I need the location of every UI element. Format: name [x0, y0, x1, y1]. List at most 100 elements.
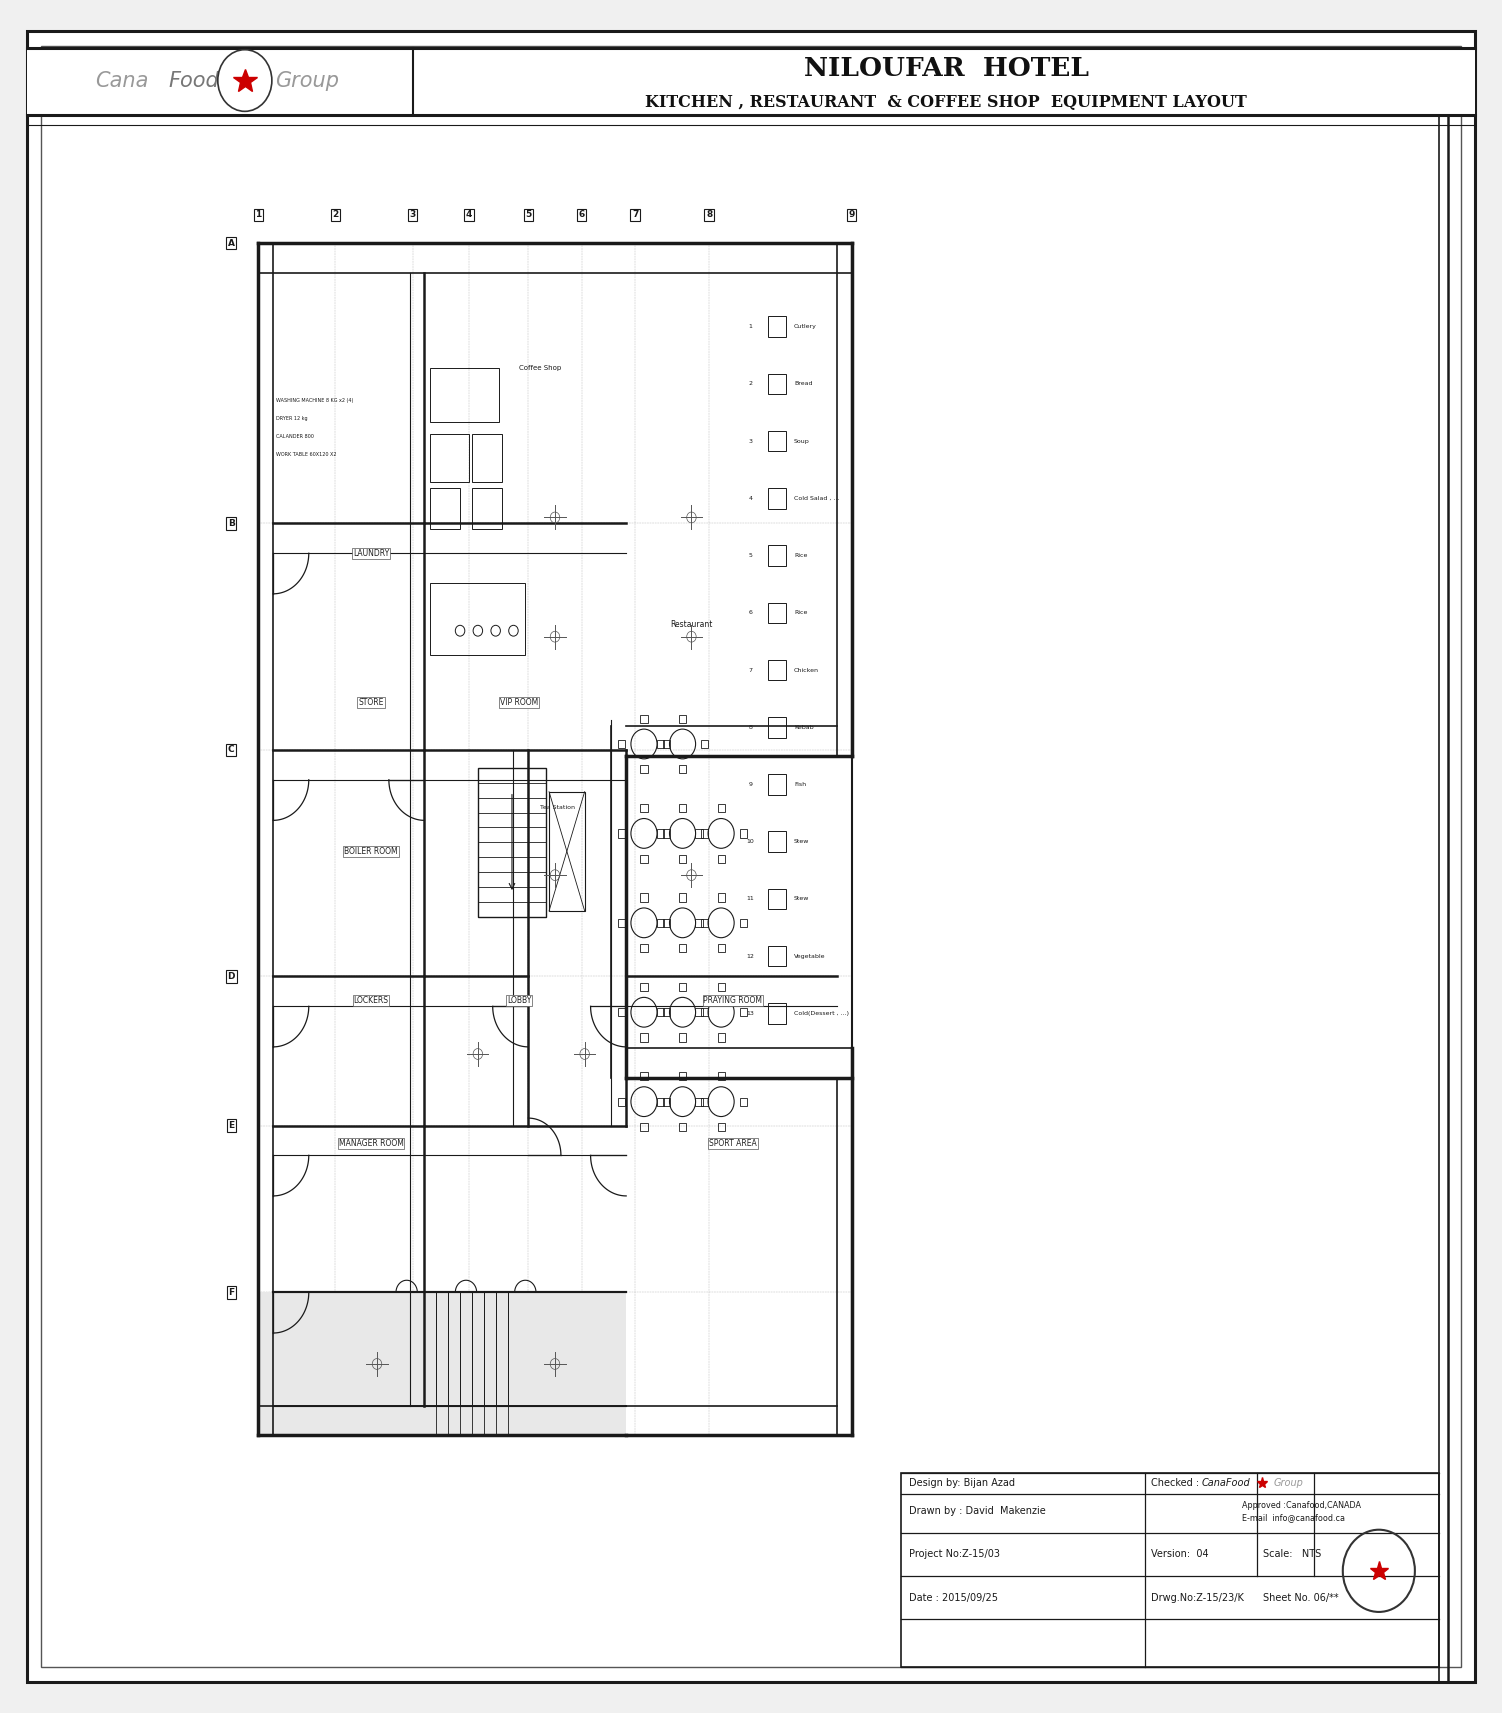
Bar [769, 373, 787, 394]
Text: Soup: Soup [795, 439, 810, 444]
Bar [619, 1098, 625, 1107]
Text: 11: 11 [746, 896, 754, 901]
Bar [739, 829, 746, 838]
Bar [769, 545, 787, 565]
Bar [640, 803, 647, 812]
Text: 4: 4 [466, 211, 472, 219]
Bar [656, 740, 664, 749]
Text: Cutlery: Cutlery [795, 324, 817, 329]
Text: Drawn by : David  Makenzie: Drawn by : David Makenzie [909, 1506, 1045, 1516]
Bar [679, 803, 686, 812]
Text: STORE: STORE [359, 697, 383, 707]
Text: DRYER 12 kg: DRYER 12 kg [276, 416, 308, 421]
Bar [640, 894, 647, 901]
Text: 8: 8 [706, 211, 712, 219]
Text: Restaurant: Restaurant [670, 620, 712, 629]
Text: BOILER ROOM: BOILER ROOM [344, 846, 398, 856]
Text: 10: 10 [746, 839, 754, 845]
Text: E: E [228, 1120, 234, 1131]
Bar [695, 1009, 703, 1016]
Bar [640, 1033, 647, 1042]
Bar [656, 1009, 664, 1016]
Bar [701, 1098, 709, 1107]
Bar [769, 889, 787, 910]
Text: Vegetable: Vegetable [795, 954, 826, 959]
Text: WORK TABLE 60X120 X2: WORK TABLE 60X120 X2 [276, 452, 336, 457]
Bar [679, 944, 686, 952]
Bar [679, 766, 686, 773]
Bar [769, 603, 787, 624]
Text: Cana: Cana [95, 70, 149, 91]
Bar [619, 740, 625, 749]
Text: Fish: Fish [795, 783, 807, 786]
Bar [656, 829, 664, 838]
Bar [619, 829, 625, 838]
Bar [679, 714, 686, 723]
Text: D: D [228, 971, 234, 982]
Bar [640, 766, 647, 773]
Text: Checked :: Checked : [1151, 1478, 1199, 1489]
Bar [679, 894, 686, 901]
Text: 1: 1 [255, 211, 261, 219]
Text: WASHING MACHINE 8 KG x2 (4): WASHING MACHINE 8 KG x2 (4) [276, 397, 353, 403]
Text: Bread: Bread [795, 382, 813, 387]
Text: Kebab: Kebab [795, 725, 814, 730]
Text: 2: 2 [332, 211, 338, 219]
Text: CALANDER 800: CALANDER 800 [276, 433, 314, 439]
Bar [679, 983, 686, 992]
Text: SPORT AREA: SPORT AREA [709, 1139, 757, 1148]
Text: Scale:   NTS: Scale: NTS [1263, 1549, 1322, 1559]
Bar [478, 767, 547, 916]
Text: 9: 9 [849, 211, 855, 219]
Bar [27, 48, 1475, 115]
Bar [739, 918, 746, 927]
Bar [662, 1098, 670, 1107]
Bar [769, 831, 787, 851]
Text: A: A [228, 238, 234, 248]
Bar [718, 944, 724, 952]
Bar [739, 1098, 746, 1107]
Text: LOBBY: LOBBY [508, 995, 532, 1006]
Text: Rice: Rice [795, 610, 808, 615]
Bar [718, 1072, 724, 1081]
Bar [640, 983, 647, 992]
Bar [701, 1009, 709, 1016]
Bar [679, 1033, 686, 1042]
Text: Cold Salad , ...: Cold Salad , ... [795, 495, 840, 500]
Bar [901, 1473, 1439, 1667]
Text: 13: 13 [746, 1011, 754, 1016]
Bar [718, 1124, 724, 1131]
Text: Chicken: Chicken [795, 668, 819, 673]
Text: 3: 3 [410, 211, 416, 219]
Text: 2: 2 [748, 382, 753, 387]
Bar [472, 433, 502, 481]
Text: C: C [228, 745, 234, 754]
Text: Project No:Z-15/03: Project No:Z-15/03 [909, 1549, 1000, 1559]
Text: Sheet No. 06/**: Sheet No. 06/** [1263, 1593, 1338, 1603]
Bar [739, 1009, 746, 1016]
Text: B: B [228, 519, 234, 528]
Bar [679, 855, 686, 863]
Text: 6: 6 [748, 610, 753, 615]
Bar [718, 983, 724, 992]
Bar [769, 488, 787, 509]
Bar [640, 1072, 647, 1081]
Bar [701, 829, 709, 838]
Text: Drwg.No:Z-15/23/K: Drwg.No:Z-15/23/K [1151, 1593, 1244, 1603]
Bar [718, 803, 724, 812]
Text: LOCKERS: LOCKERS [353, 995, 389, 1006]
Bar [662, 829, 670, 838]
Bar [718, 1033, 724, 1042]
Bar [431, 488, 460, 529]
Bar [662, 1009, 670, 1016]
Bar [640, 855, 647, 863]
Bar [679, 1072, 686, 1081]
Bar [695, 1098, 703, 1107]
Bar [701, 740, 709, 749]
Bar [640, 1124, 647, 1131]
Bar [662, 918, 670, 927]
Bar [695, 918, 703, 927]
Bar [656, 918, 664, 927]
Text: 9: 9 [748, 783, 753, 786]
Text: Tea Station: Tea Station [541, 805, 575, 810]
